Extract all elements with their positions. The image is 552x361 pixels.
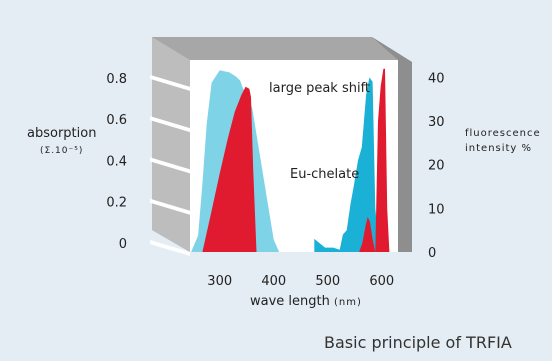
y-left-axis-title: absorption: [27, 126, 97, 141]
y-right-axis-unit: intensity %: [465, 143, 533, 154]
x-tick-label: 400: [261, 274, 286, 289]
x-tick-label: 600: [369, 274, 394, 289]
y-left-tick-mark: [150, 74, 190, 91]
y-left-tick-mark: [150, 116, 190, 133]
chart-areas: [191, 68, 390, 252]
y-left-tick-mark: [150, 240, 190, 256]
x-axis-unit: (nm): [334, 297, 362, 308]
frame-left-wall: [152, 37, 190, 252]
y-right-axis-title: fluorescence: [465, 128, 541, 139]
chart-ticks: 0 0.2 0.4 0.6 0.8 0 10 20 30 40 300 400 500 600: [106, 71, 444, 289]
series-eu-chelate-emission: [359, 68, 390, 252]
y-right-tick-label: 10: [428, 202, 445, 217]
y-left-tick-label: 0: [119, 237, 127, 252]
y-left-tick-mark: [150, 198, 190, 215]
annotation-eu-chelate: Eu-chelate: [290, 167, 360, 182]
y-left-tick-label: 0.8: [106, 72, 127, 87]
x-axis-title: wave length (nm): [250, 294, 362, 309]
series-eu-chelate-absorption: [202, 86, 257, 252]
y-left-tick-mark: [150, 157, 190, 174]
y-right-tick-label: 40: [428, 71, 445, 86]
y-right-tick-label: 30: [428, 115, 445, 130]
annotation-large-peak-shift: large peak shift: [269, 81, 371, 96]
y-left-tick-label: 0.4: [106, 154, 127, 169]
y-right-tick-label: 20: [428, 159, 445, 174]
x-tick-label: 500: [315, 274, 340, 289]
x-tick-label: 300: [207, 274, 232, 289]
y-left-tick-label: 0.2: [106, 196, 127, 211]
frame-right-wall: [372, 37, 412, 252]
y-left-tick-label: 0.6: [106, 113, 127, 128]
y-left-axis-unit: (Σ.10⁻⁵): [40, 146, 84, 156]
caption: Basic principle of TRFIA: [324, 333, 512, 352]
x-axis-label: wave length: [250, 294, 330, 309]
series-fluorescence: [314, 77, 389, 252]
y-right-tick-label: 0: [428, 246, 436, 261]
